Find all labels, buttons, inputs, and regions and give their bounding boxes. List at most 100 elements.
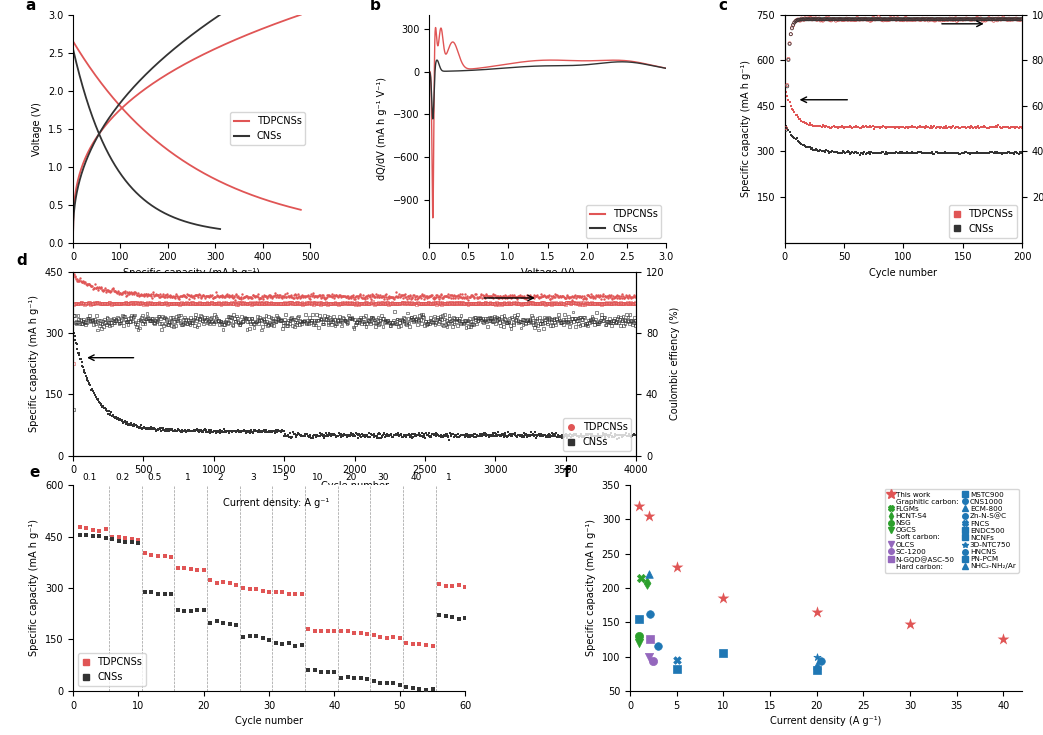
Point xyxy=(530,291,547,303)
Point xyxy=(884,147,901,159)
Point xyxy=(947,121,964,133)
Point xyxy=(916,13,932,25)
Point xyxy=(337,291,354,303)
Point xyxy=(87,316,103,328)
Point xyxy=(862,13,878,25)
Point xyxy=(615,298,632,309)
Point xyxy=(169,315,186,326)
Point xyxy=(203,426,220,437)
Point xyxy=(601,297,617,309)
Point xyxy=(532,318,549,329)
Point xyxy=(994,13,1011,25)
Point xyxy=(921,147,938,159)
Point xyxy=(905,121,922,133)
Point xyxy=(222,290,239,302)
Point xyxy=(955,147,972,159)
Point xyxy=(204,298,221,309)
Point xyxy=(498,298,514,310)
Point xyxy=(403,430,419,442)
Point xyxy=(326,428,343,440)
Point xyxy=(519,298,536,309)
Point xyxy=(333,429,349,440)
Point xyxy=(166,313,183,325)
Point xyxy=(528,290,544,301)
Point xyxy=(221,425,238,437)
Point xyxy=(441,309,458,321)
Point xyxy=(525,292,541,304)
Point xyxy=(308,290,324,301)
Point xyxy=(417,298,434,309)
Point xyxy=(187,298,203,309)
Point xyxy=(391,314,408,326)
Point xyxy=(542,298,559,310)
Point xyxy=(313,297,330,309)
Point xyxy=(102,409,119,421)
Point xyxy=(999,14,1016,26)
Point xyxy=(389,313,406,325)
Point xyxy=(134,312,150,323)
Point xyxy=(298,429,315,440)
Point xyxy=(986,148,1002,159)
Point xyxy=(468,318,485,330)
Point xyxy=(71,297,88,309)
Point xyxy=(566,429,583,441)
Point xyxy=(601,291,617,303)
Point xyxy=(892,121,908,133)
Point xyxy=(263,318,280,330)
Point xyxy=(246,322,263,334)
Point xyxy=(472,312,489,324)
Point xyxy=(314,318,331,330)
Point xyxy=(558,316,575,328)
Point xyxy=(440,318,457,329)
Point xyxy=(911,121,927,133)
Point xyxy=(942,147,959,159)
Point xyxy=(883,121,900,133)
Point xyxy=(909,13,926,25)
Point xyxy=(328,318,344,329)
Point xyxy=(377,298,393,309)
Point xyxy=(597,290,613,302)
Point xyxy=(92,318,108,329)
Point xyxy=(266,426,283,437)
Point xyxy=(858,147,875,159)
Point xyxy=(135,297,151,309)
Point xyxy=(445,431,462,442)
Y-axis label: Specific capacity (mA h g⁻¹): Specific capacity (mA h g⁻¹) xyxy=(29,520,40,656)
Point xyxy=(474,298,490,309)
Point xyxy=(393,298,410,309)
Point xyxy=(572,430,588,442)
Point xyxy=(104,297,121,309)
Point xyxy=(912,13,928,25)
Point xyxy=(447,314,464,326)
Point xyxy=(179,289,196,301)
Point xyxy=(808,664,825,676)
Point xyxy=(151,298,168,310)
Point xyxy=(94,315,111,327)
Point xyxy=(403,293,419,305)
Point xyxy=(780,54,797,66)
Point xyxy=(1004,13,1021,25)
Point xyxy=(131,313,148,325)
Point xyxy=(435,320,452,331)
Point xyxy=(164,298,180,309)
Point xyxy=(274,290,291,302)
Point xyxy=(411,313,428,325)
Point xyxy=(239,426,256,437)
Point xyxy=(995,121,1012,133)
Point xyxy=(79,279,96,290)
Point xyxy=(153,298,170,309)
Point xyxy=(458,293,475,304)
Point xyxy=(291,429,308,441)
Point xyxy=(89,315,105,327)
Point xyxy=(409,293,426,305)
Point xyxy=(285,426,301,438)
Point xyxy=(879,147,896,159)
Point xyxy=(560,291,577,303)
Point xyxy=(315,318,332,330)
Point xyxy=(80,377,97,389)
Point xyxy=(464,318,481,329)
Point xyxy=(111,531,127,543)
Point xyxy=(597,431,613,443)
Point xyxy=(881,121,898,133)
Point xyxy=(805,13,822,25)
